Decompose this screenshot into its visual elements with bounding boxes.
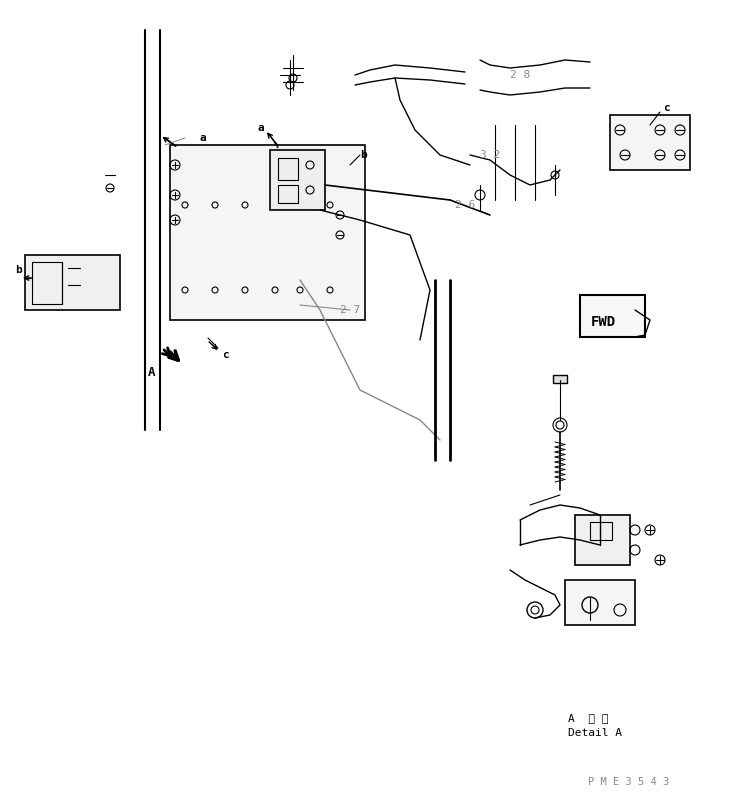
Text: c: c xyxy=(222,350,229,360)
Bar xyxy=(565,580,635,625)
Text: b: b xyxy=(360,150,367,160)
Bar xyxy=(270,150,325,210)
Bar xyxy=(278,158,298,180)
Text: a: a xyxy=(258,123,265,133)
Bar xyxy=(553,375,567,383)
Bar xyxy=(25,255,120,310)
Bar xyxy=(32,262,62,304)
Text: b: b xyxy=(15,265,22,275)
Bar xyxy=(580,295,645,337)
Text: 2 8: 2 8 xyxy=(510,70,531,80)
Text: 3 2: 3 2 xyxy=(480,150,500,160)
Text: a: a xyxy=(200,133,207,143)
Bar xyxy=(575,515,630,565)
Bar xyxy=(590,522,612,540)
Text: A  詳 細: A 詳 細 xyxy=(568,713,608,723)
Text: Detail A: Detail A xyxy=(568,728,622,738)
Bar xyxy=(170,145,365,320)
Text: FWD: FWD xyxy=(591,315,616,329)
Text: c: c xyxy=(663,103,670,113)
Text: 2 7: 2 7 xyxy=(340,305,361,315)
Text: A: A xyxy=(148,365,156,379)
Text: 2 6: 2 6 xyxy=(455,200,475,210)
Bar xyxy=(278,185,298,203)
Text: P M E 3 5 4 3: P M E 3 5 4 3 xyxy=(588,777,669,787)
Bar xyxy=(610,115,690,170)
